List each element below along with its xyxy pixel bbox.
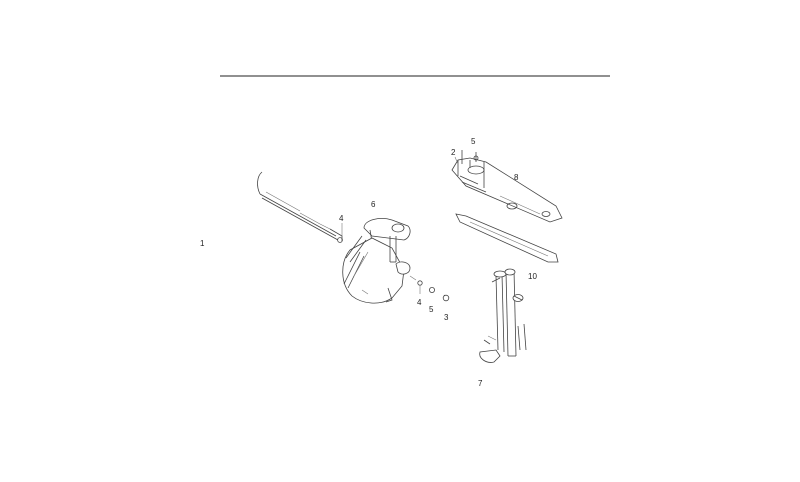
callout-9: 8 — [514, 173, 519, 182]
callout-8: 6 — [371, 200, 376, 209]
callout-10: 10 — [528, 272, 537, 281]
callout-2: 2 — [451, 148, 456, 157]
leader-2 — [454, 156, 459, 165]
shaft-rod — [257, 171, 343, 241]
callout-5-right: 5 — [429, 305, 434, 314]
slide-bar-assembly — [479, 268, 527, 363]
pulley-bracket — [342, 218, 411, 304]
hardware-fasteners — [337, 237, 450, 302]
callout-5-top: 5 — [471, 137, 476, 146]
callout-3: 3 — [444, 313, 449, 322]
callout-4-left: 4 — [339, 214, 344, 223]
callout-4-right: 4 — [417, 298, 422, 307]
mounting-plate — [451, 150, 563, 263]
callout-7: 7 — [478, 379, 483, 388]
callout-1: 1 — [200, 239, 205, 248]
